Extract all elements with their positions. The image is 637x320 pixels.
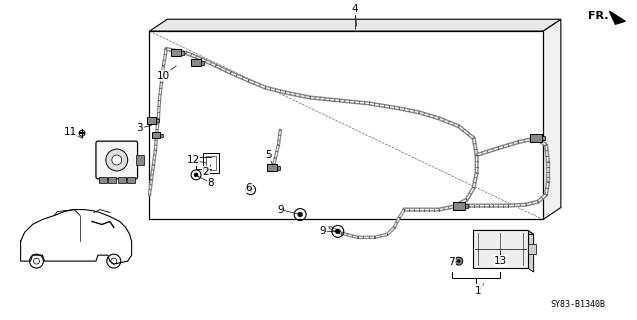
Circle shape bbox=[336, 229, 340, 234]
Polygon shape bbox=[527, 230, 534, 272]
Text: 2: 2 bbox=[203, 167, 210, 177]
Bar bbox=[203, 153, 219, 173]
Text: 3: 3 bbox=[136, 123, 143, 133]
Polygon shape bbox=[610, 11, 626, 24]
Bar bbox=[542, 136, 545, 140]
Circle shape bbox=[248, 188, 253, 192]
FancyBboxPatch shape bbox=[96, 141, 138, 179]
Bar bbox=[530, 134, 542, 142]
Bar bbox=[206, 156, 216, 170]
Text: 9: 9 bbox=[277, 204, 283, 215]
Text: 5: 5 bbox=[265, 150, 272, 160]
Polygon shape bbox=[150, 19, 561, 31]
Polygon shape bbox=[543, 19, 561, 220]
Bar bbox=[527, 244, 536, 254]
Bar bbox=[171, 50, 181, 56]
Bar bbox=[118, 177, 125, 183]
Bar bbox=[108, 177, 116, 183]
Bar bbox=[127, 177, 134, 183]
Bar bbox=[147, 117, 157, 124]
Text: 9: 9 bbox=[320, 226, 326, 236]
Bar bbox=[277, 166, 280, 170]
Bar bbox=[152, 132, 161, 138]
Text: SY83-B1340B: SY83-B1340B bbox=[550, 300, 605, 309]
Text: 8: 8 bbox=[208, 178, 214, 188]
Text: 12: 12 bbox=[187, 155, 200, 165]
Text: 4: 4 bbox=[352, 4, 358, 14]
Bar bbox=[453, 202, 465, 210]
Bar bbox=[465, 204, 468, 208]
Bar bbox=[181, 51, 184, 55]
Text: 7: 7 bbox=[448, 257, 455, 267]
Text: 6: 6 bbox=[245, 183, 252, 193]
Circle shape bbox=[455, 257, 462, 265]
Text: 13: 13 bbox=[494, 256, 507, 266]
Bar bbox=[473, 230, 527, 268]
Circle shape bbox=[112, 155, 122, 165]
Bar bbox=[161, 134, 163, 137]
Text: 10: 10 bbox=[157, 71, 170, 81]
Bar bbox=[99, 177, 107, 183]
Bar bbox=[136, 155, 143, 165]
Polygon shape bbox=[473, 230, 534, 234]
Bar bbox=[201, 61, 204, 65]
Bar bbox=[157, 119, 159, 122]
Text: 11: 11 bbox=[64, 127, 77, 137]
Text: 1: 1 bbox=[475, 286, 482, 296]
Bar bbox=[191, 60, 201, 66]
Bar bbox=[268, 164, 277, 172]
Circle shape bbox=[457, 260, 461, 263]
Circle shape bbox=[106, 149, 127, 171]
Polygon shape bbox=[150, 31, 543, 220]
Circle shape bbox=[297, 212, 303, 217]
Circle shape bbox=[194, 173, 198, 177]
Text: FR.: FR. bbox=[588, 11, 608, 21]
